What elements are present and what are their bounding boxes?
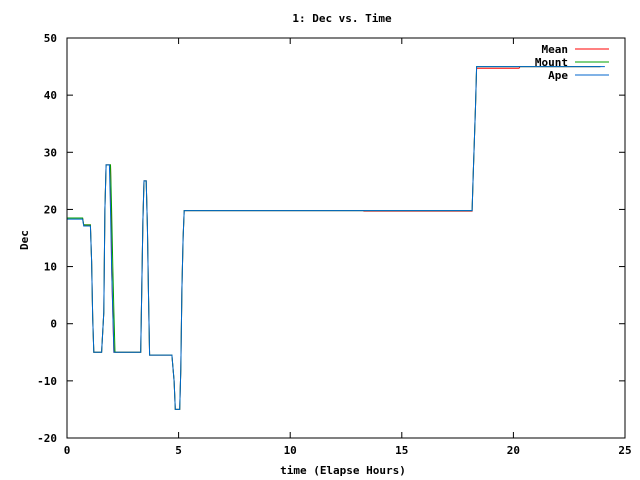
x-tick-label: 10 [284, 444, 297, 457]
x-tick-label: 20 [507, 444, 520, 457]
x-tick-label: 5 [175, 444, 182, 457]
y-tick-label: 30 [44, 146, 57, 159]
y-tick-label: -20 [37, 432, 57, 445]
axis-ticks: 0 5 10 15 20 25 -20 -10 0 10 20 30 40 50 [37, 32, 632, 457]
y-tick-label: 20 [44, 203, 57, 216]
legend-label-mount: Mount [535, 56, 568, 69]
y-tick-label: 10 [44, 261, 57, 274]
y-axis-label: Dec [18, 230, 31, 250]
series-layer [67, 66, 605, 410]
series-line-ape [67, 66, 605, 410]
legend-label-ape: Ape [548, 69, 568, 82]
y-tick-label: 0 [50, 318, 57, 331]
chart-title: 1: Dec vs. Time [292, 12, 392, 25]
y-tick-label: 50 [44, 32, 57, 45]
x-axis-label: time (Elapse Hours) [280, 464, 406, 477]
y-tick-label: 40 [44, 89, 57, 102]
y-tick-label: -10 [37, 375, 57, 388]
plot-frame [66, 37, 626, 439]
series-line-mount [67, 66, 601, 410]
x-tick-label: 15 [395, 444, 408, 457]
x-tick-label: 0 [64, 444, 71, 457]
series-line-mean [67, 66, 601, 410]
legend-label-mean: Mean [542, 43, 569, 56]
x-tick-label: 25 [618, 444, 631, 457]
